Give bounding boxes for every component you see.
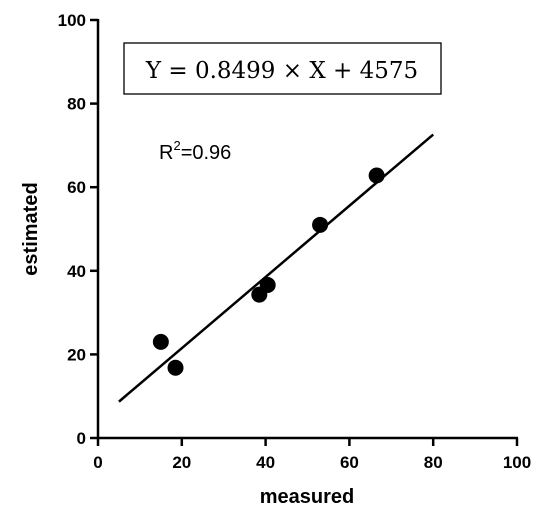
axes: 0 20 40 60 80 100 0 20 40 60 80 100: [58, 11, 532, 472]
y-tick-label: 20: [67, 345, 86, 364]
x-tick-label: 80: [424, 453, 443, 472]
x-tick-label: 0: [93, 453, 102, 472]
equation-box: Y = 0.8499 × X + 4575: [123, 42, 442, 95]
y-ticks: 0 20 40 60 80 100: [58, 11, 98, 448]
y-tick-label: 60: [67, 178, 86, 197]
y-axis-title: estimated: [20, 182, 42, 275]
x-tick-label: 60: [340, 453, 359, 472]
data-point: [368, 167, 385, 184]
x-tick-label: 20: [172, 453, 191, 472]
data-point: [152, 333, 169, 350]
x-tick-label: 100: [503, 453, 531, 472]
x-ticks: 0 20 40 60 80 100: [93, 438, 531, 472]
equation-text: Y = 0.8499 × X + 4575: [145, 58, 418, 84]
y-tick-label: 100: [58, 11, 86, 30]
r-squared-label: R2=0.96: [159, 138, 231, 164]
regression-line: [118, 133, 435, 403]
data-point: [167, 359, 184, 376]
data-point: [312, 216, 329, 233]
data-point: [259, 277, 276, 294]
y-tick-label: 0: [77, 429, 86, 448]
y-tick-label: 80: [67, 95, 86, 114]
y-tick-label: 40: [67, 262, 86, 281]
x-axis-title: measured: [260, 486, 355, 508]
data-points: [152, 167, 385, 376]
x-tick-label: 40: [256, 453, 275, 472]
